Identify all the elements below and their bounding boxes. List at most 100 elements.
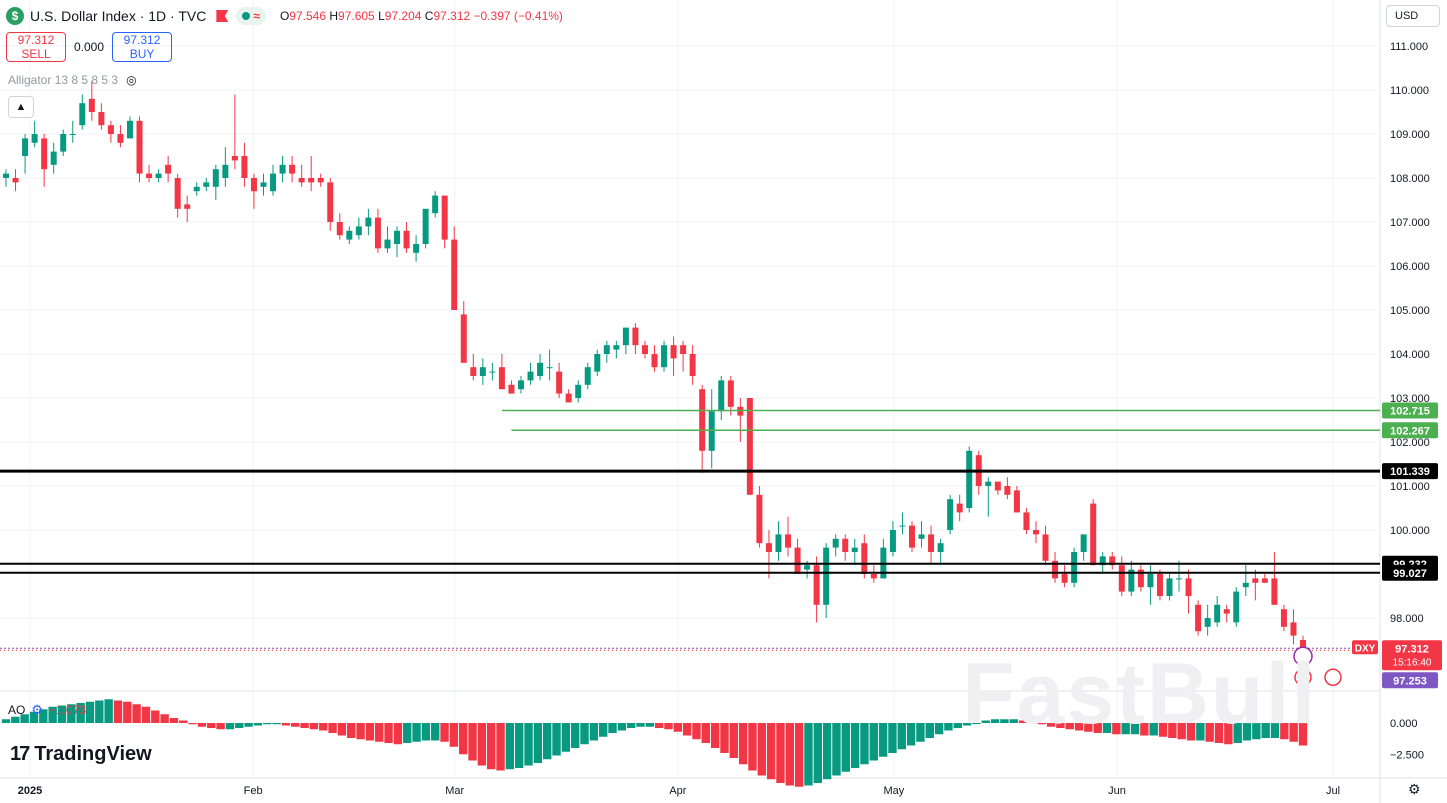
candle-body[interactable] bbox=[1214, 604, 1221, 623]
candle-body[interactable] bbox=[117, 134, 124, 143]
candle-body[interactable] bbox=[107, 125, 114, 134]
candle-body[interactable] bbox=[231, 156, 238, 161]
candle-body[interactable] bbox=[22, 138, 29, 156]
candle-body[interactable] bbox=[1071, 552, 1078, 583]
candle-body[interactable] bbox=[622, 327, 629, 346]
candle-body[interactable] bbox=[537, 362, 544, 376]
currency-select[interactable]: USD bbox=[1386, 5, 1440, 27]
candle-body[interactable] bbox=[1023, 512, 1030, 530]
candle-body[interactable] bbox=[126, 120, 133, 139]
candle-body[interactable] bbox=[918, 534, 925, 539]
candle-body[interactable] bbox=[1042, 534, 1049, 561]
candle-body[interactable] bbox=[1109, 556, 1116, 566]
candle-body[interactable] bbox=[832, 538, 839, 548]
candle-body[interactable] bbox=[298, 178, 305, 183]
candle-body[interactable] bbox=[31, 134, 38, 143]
candle-body[interactable] bbox=[842, 538, 849, 552]
candle-body[interactable] bbox=[203, 182, 210, 187]
candle-body[interactable] bbox=[394, 230, 401, 244]
candle-body[interactable] bbox=[594, 354, 601, 372]
candle-body[interactable] bbox=[289, 164, 296, 174]
candle-body[interactable] bbox=[374, 217, 381, 249]
candle-body[interactable] bbox=[823, 547, 830, 605]
candle-body[interactable] bbox=[1223, 609, 1230, 614]
lightning-event-icon[interactable] bbox=[1293, 646, 1313, 667]
candle-body[interactable] bbox=[1176, 578, 1183, 580]
candle-body[interactable] bbox=[1204, 618, 1211, 627]
candle-body[interactable] bbox=[279, 164, 286, 174]
candle-body[interactable] bbox=[947, 499, 954, 530]
candle-body[interactable] bbox=[851, 547, 858, 552]
candle-body[interactable] bbox=[641, 345, 648, 354]
candle-body[interactable] bbox=[1280, 609, 1287, 627]
candle-body[interactable] bbox=[489, 371, 496, 373]
candle-body[interactable] bbox=[565, 393, 572, 403]
candle-body[interactable] bbox=[1052, 560, 1059, 579]
symbol-title[interactable]: U.S. Dollar Index · 1D · TVC bbox=[30, 8, 207, 24]
candle-body[interactable] bbox=[1099, 556, 1106, 566]
candle-body[interactable] bbox=[165, 164, 172, 174]
candle-body[interactable] bbox=[1195, 604, 1202, 632]
candle-body[interactable] bbox=[336, 222, 343, 236]
candle-body[interactable] bbox=[651, 354, 658, 368]
candle-body[interactable] bbox=[1290, 622, 1297, 636]
candle-body[interactable] bbox=[928, 534, 935, 552]
candle-body[interactable] bbox=[632, 327, 639, 346]
candle-body[interactable] bbox=[718, 380, 725, 412]
candle-body[interactable] bbox=[212, 169, 219, 187]
candle-body[interactable] bbox=[985, 481, 992, 486]
candle-body[interactable] bbox=[1261, 578, 1268, 583]
candle-body[interactable] bbox=[956, 503, 963, 513]
candle-body[interactable] bbox=[3, 173, 9, 178]
us-flag-event-icon[interactable] bbox=[1294, 668, 1312, 687]
candle-body[interactable] bbox=[1252, 578, 1259, 583]
candle-body[interactable] bbox=[498, 367, 505, 390]
candle-body[interactable] bbox=[889, 530, 896, 552]
candle-body[interactable] bbox=[432, 195, 439, 214]
candle-body[interactable] bbox=[1166, 578, 1173, 596]
candle-body[interactable] bbox=[146, 173, 153, 178]
candle-body[interactable] bbox=[222, 164, 229, 178]
candle-body[interactable] bbox=[937, 543, 944, 552]
candle-body[interactable] bbox=[250, 178, 257, 192]
candle-body[interactable] bbox=[41, 138, 48, 170]
sell-button[interactable]: 97.312 SELL bbox=[6, 32, 66, 62]
candle-body[interactable] bbox=[804, 565, 811, 570]
candle-body[interactable] bbox=[1128, 569, 1135, 592]
candle-body[interactable] bbox=[813, 565, 820, 605]
candle-body[interactable] bbox=[98, 112, 105, 126]
candle-body[interactable] bbox=[765, 543, 772, 552]
candle-body[interactable] bbox=[1032, 530, 1039, 535]
candle-body[interactable] bbox=[403, 230, 410, 249]
candle-body[interactable] bbox=[527, 371, 534, 381]
candle-body[interactable] bbox=[508, 384, 515, 394]
candle-body[interactable] bbox=[1061, 574, 1068, 583]
buy-button[interactable]: 97.312 BUY bbox=[112, 32, 173, 62]
candle-body[interactable] bbox=[460, 314, 467, 363]
candle-body[interactable] bbox=[746, 398, 753, 495]
candle-body[interactable] bbox=[79, 103, 86, 126]
candle-body[interactable] bbox=[908, 525, 915, 548]
candle-body[interactable] bbox=[546, 367, 553, 369]
candle-body[interactable] bbox=[689, 354, 696, 376]
candle-body[interactable] bbox=[413, 244, 420, 253]
indicator-legend[interactable]: Alligator 13 8 5 8 5 3 ◎ bbox=[8, 73, 137, 87]
tradingview-logo[interactable]: 17 TradingView bbox=[10, 743, 152, 766]
candle-body[interactable] bbox=[775, 534, 782, 552]
candle-body[interactable] bbox=[517, 380, 524, 390]
us-flag-event-icon[interactable] bbox=[1324, 668, 1342, 687]
candle-body[interactable] bbox=[308, 178, 315, 183]
indicator-settings-icon[interactable]: ⚙ bbox=[31, 702, 43, 717]
candle-body[interactable] bbox=[69, 134, 76, 135]
candle-body[interactable] bbox=[1185, 578, 1192, 596]
candle-body[interactable] bbox=[50, 151, 57, 165]
candle-body[interactable] bbox=[584, 367, 591, 385]
candle-body[interactable] bbox=[422, 208, 429, 244]
candle-body[interactable] bbox=[756, 494, 763, 544]
candle-body[interactable] bbox=[1147, 574, 1154, 588]
candle-body[interactable] bbox=[699, 389, 706, 451]
candle-body[interactable] bbox=[384, 239, 391, 249]
candle-body[interactable] bbox=[317, 178, 324, 183]
